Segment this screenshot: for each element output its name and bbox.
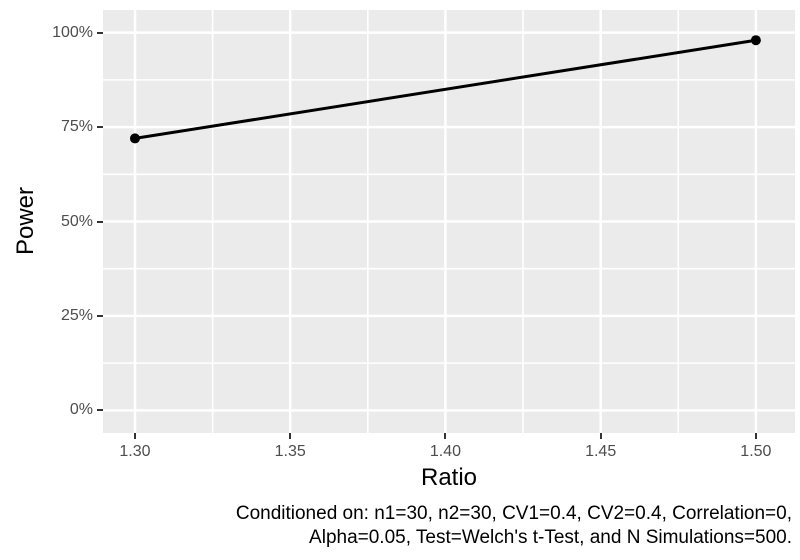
plot-panel <box>103 10 795 433</box>
x-tick-label: 1.45 <box>585 443 617 460</box>
x-tick-mark <box>599 433 602 439</box>
y-tick-mark <box>97 220 103 223</box>
chart-canvas <box>103 10 795 433</box>
x-tick-label: 1.30 <box>119 443 151 460</box>
caption-line-1: Conditioned on: n1=30, n2=30, CV1=0.4, C… <box>235 503 792 524</box>
x-tick-label: 1.40 <box>429 443 461 460</box>
x-tick-mark <box>754 433 757 439</box>
data-point <box>129 133 140 144</box>
series-line <box>133 38 758 140</box>
x-tick-label: 1.35 <box>274 443 306 460</box>
x-tick-mark <box>444 433 447 439</box>
y-tick-label: 75% <box>60 118 93 136</box>
y-tick-label: 50% <box>60 212 93 230</box>
y-tick-label: 25% <box>60 306 93 324</box>
y-tick-mark <box>97 409 103 412</box>
y-tick-label: 0% <box>69 401 93 419</box>
y-tick-mark <box>97 31 103 34</box>
x-tick-mark <box>133 433 136 439</box>
y-axis-title: Power <box>12 186 39 256</box>
y-tick-mark <box>97 126 103 129</box>
y-tick-mark <box>97 314 103 317</box>
data-point <box>750 35 761 46</box>
plot-caption: Conditioned on: n1=30, n2=30, CV1=0.4, C… <box>152 502 792 550</box>
y-tick-label: 100% <box>52 23 93 41</box>
x-axis-title: Ratio <box>420 464 478 491</box>
x-tick-label: 1.50 <box>740 443 772 460</box>
x-tick-mark <box>289 433 292 439</box>
caption-line-2: Alpha=0.05, Test=Welch's t-Test, and N S… <box>309 527 792 548</box>
